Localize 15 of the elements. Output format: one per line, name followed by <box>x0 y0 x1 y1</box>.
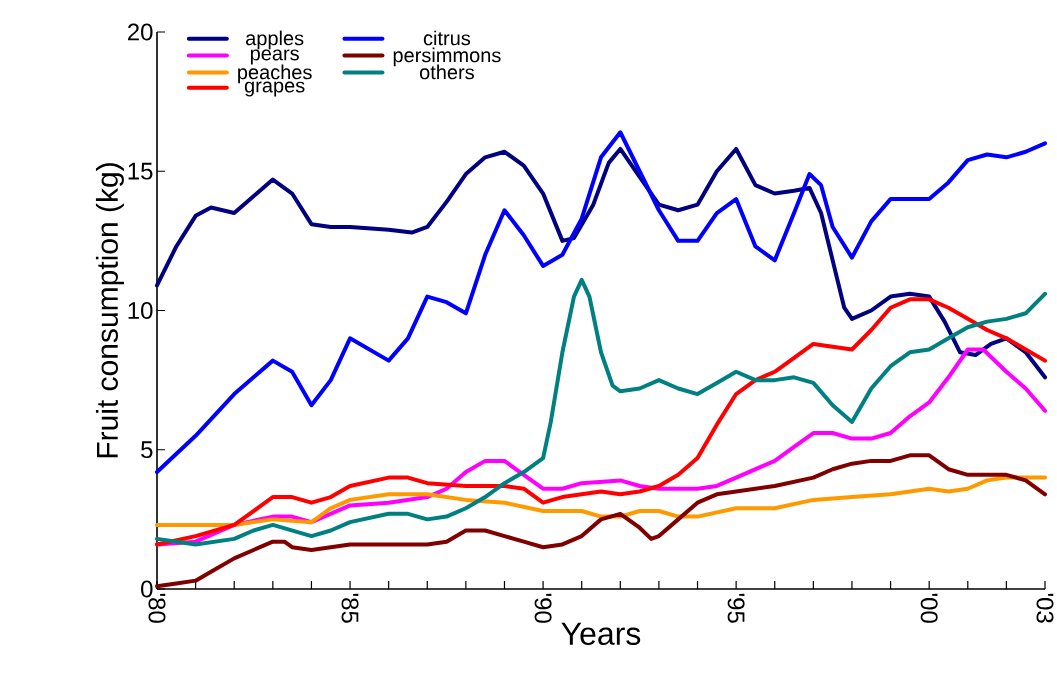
y-tick-label: 10 <box>128 302 153 319</box>
y-tick-label: 20 <box>127 23 153 41</box>
line-series <box>155 146 1048 380</box>
x-tick-label: '85 <box>341 593 359 623</box>
x-tick-label: '95 <box>727 593 745 623</box>
y-tick-label: 5 <box>141 441 153 459</box>
y-axis-title: Fruit consumption (kg) <box>95 163 124 458</box>
y-tick-label: 15 <box>128 162 153 180</box>
legend-label: apples <box>246 30 304 50</box>
x-tick-label: '03 <box>1036 593 1054 623</box>
x-axis-title: Years <box>561 622 641 646</box>
legend-label: pears <box>250 49 299 65</box>
x-tick-label: '90 <box>534 593 552 623</box>
legend-label: citrus <box>423 30 471 46</box>
x-tick-label: '00 <box>920 593 938 623</box>
